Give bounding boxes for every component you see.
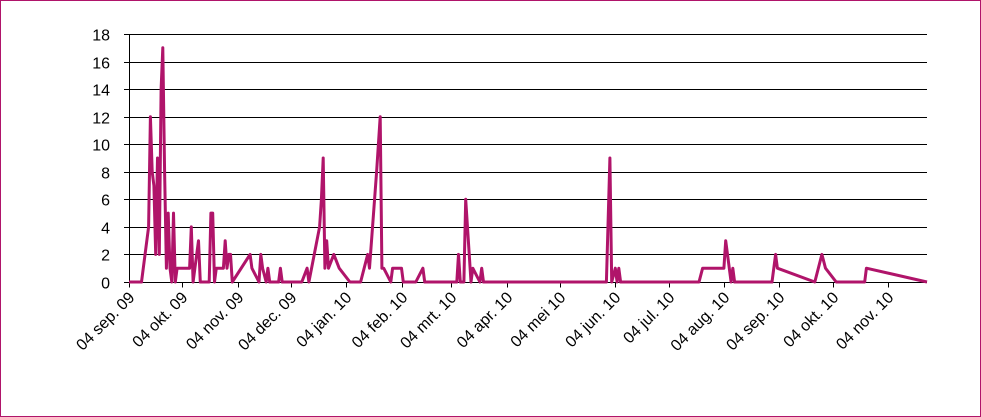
- y-tick-label: 0: [101, 276, 110, 293]
- x-tick-label: 04 apr. 10: [454, 289, 516, 351]
- gridlines: [129, 34, 927, 255]
- y-axis-tick-labels: 0 2 4 6 8 10 12 14 16 18: [92, 28, 110, 293]
- x-tick-label: 04 nov. 10: [833, 289, 897, 353]
- y-tick-label: 14: [92, 83, 110, 100]
- y-tick-label: 10: [92, 138, 110, 155]
- axes: [124, 34, 927, 288]
- x-tick-label: 04 sep. 10: [723, 289, 788, 354]
- x-tick-label: 04 aug. 10: [668, 289, 734, 355]
- y-tick-label: 2: [101, 248, 110, 265]
- x-tick-label: 04 jul. 10: [620, 289, 678, 347]
- y-tick-label: 4: [101, 221, 110, 238]
- series-layer: [129, 46, 928, 284]
- series-line-0: [129, 46, 928, 284]
- x-tick-label: 04 dec. 09: [235, 289, 300, 354]
- x-tick-label: 04 okt. 09: [130, 289, 192, 351]
- x-tick-label: 04 mei 10: [508, 289, 570, 351]
- y-tick-label: 8: [101, 166, 110, 183]
- x-tick-label: 04 sep. 09: [73, 289, 138, 354]
- y-tick-label: 12: [92, 111, 110, 128]
- y-tick-label: 6: [101, 193, 110, 210]
- x-tick-label: 04 jun. 10: [563, 289, 625, 351]
- y-tick-label: 16: [92, 56, 110, 73]
- y-tick-label: 18: [92, 28, 110, 45]
- x-tick-label: 04 jan. 10: [294, 289, 356, 351]
